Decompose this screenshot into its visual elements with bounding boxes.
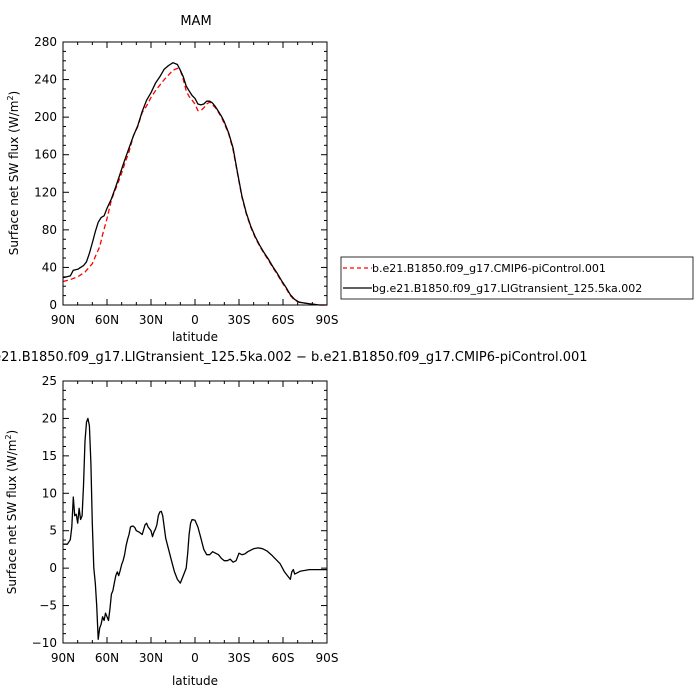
top-panel: MAM 90N 60N 30N 0 30S 60S 90S 0 40 80 120 160 200 240… bbox=[6, 14, 338, 344]
y-tick-label-0: 0 bbox=[49, 298, 57, 312]
bottom-panel: bg.e21.B1850.f09_g17.LIGtransient_125.5k… bbox=[0, 350, 588, 688]
x-tick-label-0: 30S bbox=[228, 313, 251, 327]
y-tick-label-1: 20 bbox=[42, 411, 57, 425]
bottom-y-axis-label: Surface net SW flux (W/m2) bbox=[4, 430, 19, 594]
y-tick-label-1: 10 bbox=[42, 486, 57, 500]
x-tick-label-1: 90S bbox=[316, 651, 339, 665]
y-tick-label-1: −10 bbox=[32, 636, 57, 650]
y-tick-label-1: 25 bbox=[42, 374, 57, 388]
y-tick-label-0: 80 bbox=[42, 223, 57, 237]
bottom-plot-area: 90N 60N 30N 0 30S 60S 90S −10 −5 0 5 10 15 20 25 bbox=[32, 374, 339, 665]
x-tick-label-0: 0 bbox=[191, 313, 199, 327]
y-tick-label-0: 240 bbox=[34, 73, 57, 87]
x-tick-label-1: 60N bbox=[95, 651, 119, 665]
legend-label-picontrol: b.e21.B1850.f09_g17.CMIP6-piControl.001 bbox=[372, 262, 606, 275]
series-line-1-0 bbox=[63, 417, 327, 640]
series-line-0-0 bbox=[62, 67, 327, 306]
x-tick-label-0: 90N bbox=[51, 313, 75, 327]
top-plot-area: 90N 60N 30N 0 30S 60S 90S 0 40 80 120 160 200 240 280 bbox=[34, 35, 338, 327]
legend: b.e21.B1850.f09_g17.CMIP6-piControl.001 … bbox=[340, 256, 694, 300]
series-line-0-1 bbox=[62, 62, 327, 306]
x-tick-label-0: 90S bbox=[316, 313, 339, 327]
x-tick-label-0: 60N bbox=[95, 313, 119, 327]
y-tick-label-0: 160 bbox=[34, 148, 57, 162]
top-chart-title: MAM bbox=[180, 14, 211, 29]
y-tick-label-0: 40 bbox=[42, 260, 57, 274]
x-tick-label-1: 0 bbox=[191, 651, 199, 665]
y-tick-label-1: 5 bbox=[49, 524, 57, 538]
y-tick-label-0: 280 bbox=[34, 35, 57, 49]
x-tick-label-1: 30N bbox=[139, 651, 163, 665]
top-plot-frame bbox=[62, 41, 328, 306]
x-tick-label-0: 30N bbox=[139, 313, 163, 327]
y-tick-label-0: 120 bbox=[34, 185, 57, 199]
top-x-axis-label: latitude bbox=[172, 330, 218, 344]
x-tick-label-1: 60S bbox=[272, 651, 295, 665]
y-tick-label-1: 15 bbox=[42, 449, 57, 463]
y-tick-label-1: −5 bbox=[39, 599, 57, 613]
bottom-plot-frame bbox=[62, 380, 328, 644]
bottom-x-axis-label: latitude bbox=[172, 674, 218, 688]
y-tick-label-1: 0 bbox=[49, 561, 57, 575]
x-tick-label-1: 90N bbox=[51, 651, 75, 665]
legend-box bbox=[340, 256, 694, 300]
legend-label-ligtransient: bg.e21.B1850.f09_g17.LIGtransient_125.5k… bbox=[372, 282, 642, 295]
y-tick-label-0: 200 bbox=[34, 110, 57, 124]
x-tick-label-0: 60S bbox=[272, 313, 295, 327]
bottom-chart-title: bg.e21.B1850.f09_g17.LIGtransient_125.5k… bbox=[0, 350, 588, 365]
top-y-axis-label: Surface net SW flux (W/m2) bbox=[6, 91, 21, 255]
x-tick-label-1: 30S bbox=[228, 651, 251, 665]
